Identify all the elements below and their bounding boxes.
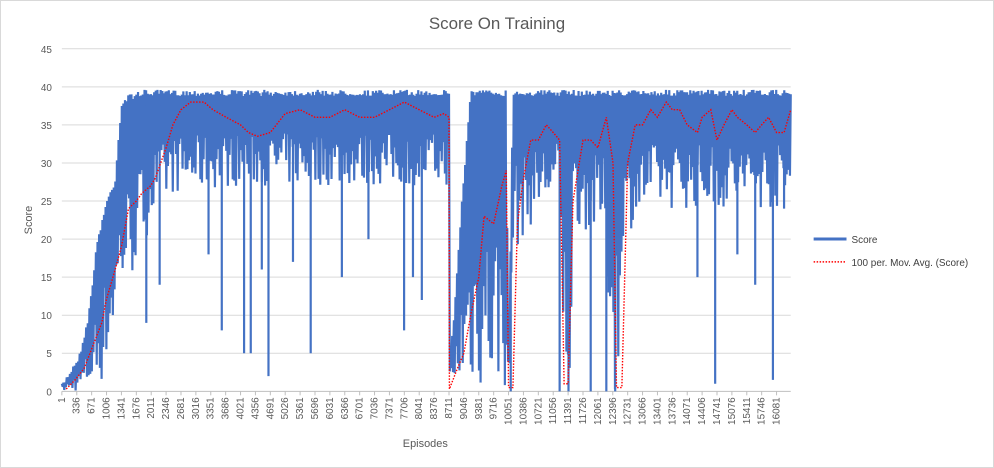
x-tick-label: 10721 bbox=[533, 397, 544, 425]
x-tick-label: 6701 bbox=[355, 397, 366, 420]
x-tick-label: 11726 bbox=[578, 397, 589, 424]
x-tick-label: 3351 bbox=[206, 397, 217, 420]
legend-avg-label: 100 per. Mov. Avg. (Score) bbox=[851, 258, 968, 269]
x-tick-label: 4021 bbox=[236, 397, 247, 420]
x-tick-label: 8376 bbox=[429, 397, 440, 420]
y-tick-label: 20 bbox=[41, 235, 53, 246]
y-tick-label: 45 bbox=[41, 45, 53, 56]
moving-average-line bbox=[65, 100, 792, 390]
x-tick-label: 13066 bbox=[638, 397, 649, 425]
x-tick-label: 2346 bbox=[161, 397, 172, 420]
x-tick-label: 16081 bbox=[772, 397, 783, 425]
score-series-line bbox=[60, 89, 792, 391]
y-tick-label: 0 bbox=[46, 387, 52, 398]
x-tick-label: 12396 bbox=[608, 397, 619, 425]
x-tick-label: 2011 bbox=[146, 397, 157, 419]
x-tick-label: 11056 bbox=[548, 397, 559, 424]
x-tick-label: 7706 bbox=[399, 397, 410, 420]
x-tick-label: 1676 bbox=[131, 397, 142, 420]
score-series-dips bbox=[145, 105, 786, 392]
x-tick-label: 6031 bbox=[325, 397, 336, 420]
x-tick-label: 671 bbox=[87, 397, 98, 414]
x-tick-label: 5026 bbox=[280, 397, 291, 420]
legend-score-label: Score bbox=[851, 235, 877, 246]
x-tick-label: 13736 bbox=[667, 397, 678, 425]
x-tick-label: 9716 bbox=[489, 397, 500, 420]
x-tick-label: 14741 bbox=[712, 397, 723, 425]
x-tick-label: 15746 bbox=[757, 397, 768, 425]
x-tick-label: 336 bbox=[72, 397, 83, 414]
x-tick-label: 1341 bbox=[116, 397, 127, 420]
y-axis-ticks: 0 5 10 15 20 25 30 35 40 45 bbox=[41, 45, 53, 399]
chart-title: Score On Training bbox=[429, 14, 565, 33]
y-tick-label: 35 bbox=[41, 121, 53, 132]
x-tick-label: 14406 bbox=[697, 397, 708, 425]
legend: Score 100 per. Mov. Avg. (Score) bbox=[813, 235, 968, 269]
x-axis-ticks: 1 336 671 1006 1341 1676 2011 2346 2681 3016 3351 3… bbox=[57, 391, 783, 425]
y-tick-label: 40 bbox=[41, 83, 53, 94]
x-tick-label: 15411 bbox=[742, 397, 753, 424]
x-tick-label: 11391 bbox=[563, 397, 574, 424]
y-tick-label: 5 bbox=[46, 349, 52, 360]
x-tick-label: 13401 bbox=[652, 397, 663, 425]
x-tick-label: 5361 bbox=[295, 397, 306, 420]
x-tick-label: 7371 bbox=[384, 397, 395, 420]
y-tick-label: 10 bbox=[41, 311, 53, 322]
x-tick-label: 3686 bbox=[221, 397, 232, 420]
x-tick-label: 14071 bbox=[682, 397, 693, 425]
x-tick-label: 2681 bbox=[176, 397, 187, 420]
y-tick-label: 30 bbox=[41, 159, 53, 170]
x-tick-label: 1 bbox=[57, 397, 68, 403]
x-axis-label: Episodes bbox=[403, 438, 449, 450]
x-tick-label: 3016 bbox=[191, 397, 202, 420]
x-tick-label: 6366 bbox=[340, 397, 351, 420]
x-tick-label: 8041 bbox=[414, 397, 425, 420]
x-tick-label: 12061 bbox=[593, 397, 604, 425]
x-tick-label: 10386 bbox=[518, 397, 529, 425]
y-tick-label: 25 bbox=[41, 197, 53, 208]
x-tick-label: 7036 bbox=[370, 397, 381, 420]
x-tick-label: 9046 bbox=[459, 397, 470, 420]
x-tick-label: 4691 bbox=[265, 397, 276, 420]
x-tick-label: 15076 bbox=[727, 397, 738, 425]
x-tick-label: 1006 bbox=[102, 397, 113, 420]
y-tick-label: 15 bbox=[41, 273, 53, 284]
x-tick-label: 4356 bbox=[250, 397, 261, 420]
x-tick-label: 9381 bbox=[474, 397, 485, 420]
y-axis-label: Score bbox=[23, 206, 35, 235]
x-tick-label: 10051 bbox=[504, 397, 515, 425]
x-tick-label: 5696 bbox=[310, 397, 321, 420]
x-tick-label: 12731 bbox=[623, 397, 634, 425]
plot-area bbox=[60, 89, 792, 392]
x-tick-label: 8711 bbox=[444, 397, 455, 419]
